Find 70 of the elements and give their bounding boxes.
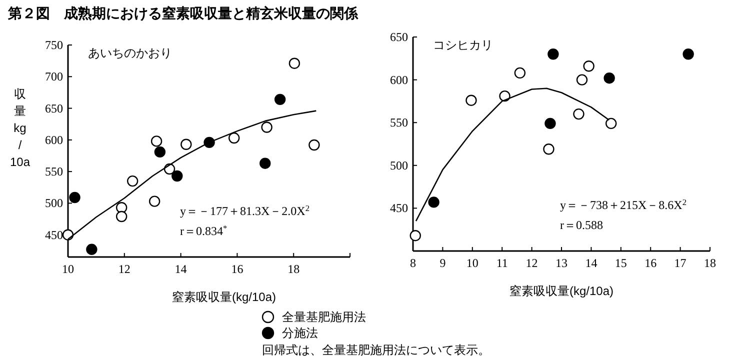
y-tick-label: 450 [390, 201, 408, 216]
y-tick-label: 550 [390, 116, 408, 130]
y-axis-title: 収量kg/10a [10, 87, 30, 169]
x-tick-label: 10 [466, 256, 478, 270]
point [514, 67, 526, 79]
x-tick-label: 12 [118, 262, 130, 276]
y-tick-label: 650 [390, 30, 408, 44]
point [428, 196, 440, 208]
point [410, 230, 421, 242]
annotation: r＝0.588 [560, 218, 603, 232]
chart-subtitle: あいちのかおり [88, 46, 172, 60]
point [86, 244, 98, 256]
y-tick-label: 450 [45, 228, 63, 242]
y-tick-label: 750 [45, 38, 63, 52]
point [583, 60, 594, 72]
point [544, 118, 556, 130]
point [288, 58, 300, 69]
point [543, 144, 554, 155]
point [682, 48, 694, 60]
x-tick-label: 15 [614, 256, 627, 270]
point [150, 136, 162, 147]
x-tick-label: 10 [62, 262, 74, 276]
text: 回帰式は、全量基肥施用法について表示。 [262, 343, 490, 357]
annotation: y＝－738＋215X－8.6X$^{2}$ [560, 198, 687, 212]
legend-label: 分施法 [282, 326, 318, 340]
point [573, 108, 584, 120]
point [261, 122, 272, 133]
point [576, 74, 588, 86]
x-tick-label: 16 [644, 256, 657, 270]
point [69, 192, 80, 204]
y-tick-label: 600 [45, 132, 63, 147]
chart-subtitle: コシヒカリ [433, 38, 493, 52]
x-tick-label: 18 [704, 256, 716, 270]
y-tick-label: 700 [45, 70, 63, 84]
point [154, 146, 166, 158]
point [126, 175, 138, 187]
x-tick-label: 16 [231, 262, 244, 276]
point [180, 138, 192, 150]
x-tick-label: 12 [526, 256, 538, 270]
x-tick-label: 17 [674, 256, 686, 270]
x-tick-label: 18 [288, 262, 300, 276]
point [466, 94, 477, 106]
point [274, 94, 286, 106]
point [116, 202, 128, 214]
point [116, 210, 128, 222]
x-tick-label: 9 [440, 256, 446, 270]
x-tick-label: 14 [174, 262, 187, 276]
annotation: r＝0.834$^{*}$ [180, 224, 228, 238]
y-tick-label: 600 [390, 72, 408, 87]
y-tick-label: 500 [390, 158, 408, 172]
point [172, 170, 183, 182]
x-axis-title: 窒素吸収量(kg/10a) [509, 284, 614, 298]
point [228, 132, 240, 144]
point [148, 196, 160, 207]
annotation: y＝－177＋81.3X－2.0X$^{2}$ [180, 204, 310, 218]
legend-label: 全量基肥施用法 [282, 310, 366, 324]
x-tick-label: 14 [585, 256, 598, 270]
point [260, 158, 271, 169]
x-tick-label: 11 [496, 256, 508, 270]
point [548, 48, 559, 60]
x-axis-title: 窒素吸収量(kg/10a) [172, 290, 276, 304]
y-tick-label: 500 [45, 196, 63, 210]
chart-title: 第２図 成熟期における窒素吸収量と精玄米収量の関係 [7, 5, 359, 21]
y-tick-label: 550 [45, 164, 63, 179]
point [308, 139, 320, 151]
x-tick-label: 8 [410, 256, 416, 270]
point [606, 118, 617, 130]
y-tick-label: 650 [45, 101, 63, 116]
x-tick-label: 13 [556, 256, 568, 270]
point [604, 72, 615, 84]
